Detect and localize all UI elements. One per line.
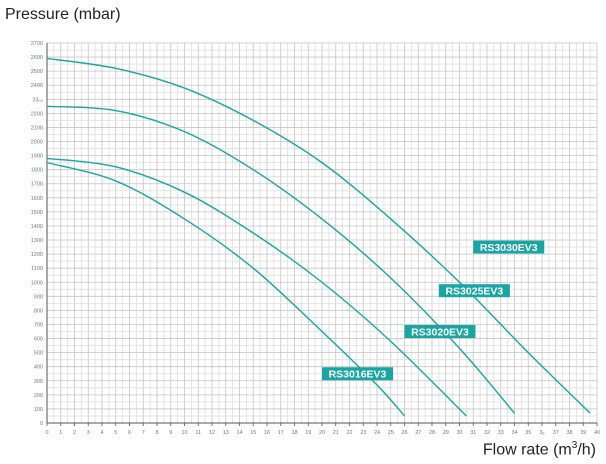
y-tick-label: 2700: [31, 41, 43, 47]
x-tick-label: 3: [87, 430, 90, 436]
x-tick-label: 2: [73, 430, 76, 436]
x-tick-label: 7: [142, 430, 145, 436]
y-tick-label: 2400: [31, 83, 43, 89]
y-tick-label: 1200: [31, 252, 43, 258]
x-tick-label: 10: [181, 430, 187, 436]
x-tick-label: 35: [525, 430, 531, 436]
x-tick-label: 8: [155, 430, 158, 436]
y-tick-label: 1100: [31, 266, 43, 272]
series-label-rs3025ev3: RS3025EV3: [445, 286, 503, 298]
x-tick-label: 9: [169, 430, 172, 436]
x-tick-label: 29: [443, 430, 449, 436]
x-tick-label: 14: [236, 430, 242, 436]
x-tick-label: 5: [114, 430, 117, 436]
x-tick-label: 40: [594, 430, 600, 436]
y-tick-label: 2000: [31, 140, 43, 146]
x-tick-label: 18: [291, 430, 297, 436]
y-tick-label: 1500: [31, 210, 43, 216]
x-tick-label: 0: [45, 430, 48, 436]
y-tick-label: 300: [34, 379, 43, 385]
y-tick-label: 2200: [31, 111, 43, 117]
x-tick-label: 34: [511, 430, 517, 436]
grid: [46, 42, 598, 424]
y-tick-label: 0: [40, 421, 43, 427]
x-tick-label: 16: [264, 430, 270, 436]
y-tick-label: 1700: [31, 182, 43, 188]
y-tick-label: 800: [34, 308, 43, 314]
x-tick-label: 33: [498, 430, 504, 436]
x-tick-label: 1: [59, 430, 62, 436]
x-tick-label: 12: [209, 430, 215, 436]
x-tick-label: 21: [333, 430, 339, 436]
y-axis-label: Pressure (mbar): [5, 6, 121, 23]
series-label-box-rs3020ev3: [404, 325, 476, 339]
x-axis-label-superscript: 3: [571, 440, 578, 451]
series-line-rs3020ev3: [46, 157, 467, 417]
series-label-box-rs3025ev3: [438, 284, 510, 298]
x-axis-label-prefix: Flow rate (m: [482, 441, 572, 459]
y-tick-label: 1000: [31, 280, 43, 286]
tick-labels: 0 1 2 3 4 5 6 7 8 9 10 11 12 13 14 15 16 17 18 19 20 21 22 23 24…: [31, 41, 600, 436]
y-tick-label: 100: [34, 407, 43, 413]
y-tick-label: 400: [34, 365, 43, 371]
y-tick-label: 1400: [31, 224, 43, 230]
series-label-box-rs3030ev3: [473, 240, 545, 254]
series-label-rs3030ev3: RS3030EV3: [480, 242, 538, 254]
series-label-rs3016ev3: RS3016EV3: [329, 369, 387, 381]
series-line-rs3030ev3: [46, 57, 591, 414]
x-tick-label: 22: [346, 430, 352, 436]
series-label-rs3020ev3: RS3020EV3: [411, 327, 469, 339]
x-tick-label: 28: [429, 430, 435, 436]
x-tick-label: 27: [415, 430, 421, 436]
x-tick-label: 11: [195, 430, 201, 436]
x-tick-label: 4: [100, 430, 103, 436]
y-tick-label: 200: [34, 393, 43, 399]
x-tick-label: 25: [388, 430, 394, 436]
x-tick-label: 26: [401, 430, 407, 436]
series-line-rs3016ev3: [46, 161, 406, 417]
x-tick-label: 37: [553, 430, 559, 436]
x-tick-label: 23: [360, 430, 366, 436]
series-lines: [46, 57, 591, 417]
x-tick-label: 3₆: [539, 430, 544, 436]
y-tick-label: 2600: [31, 55, 43, 61]
x-tick-label: 31: [470, 430, 476, 436]
x-tick-label: 38: [566, 430, 572, 436]
series-line-rs3025ev3: [46, 105, 516, 414]
y-tick-label: 1600: [31, 196, 43, 202]
x-tick-label: 13: [223, 430, 229, 436]
y-tick-label: 900: [34, 294, 43, 300]
x-tick-label: 15: [250, 430, 256, 436]
x-tick-label: 39: [580, 430, 586, 436]
y-tick-label: 2100: [31, 125, 43, 131]
y-tick-label: 23₀₀: [32, 97, 43, 103]
x-tick-label: 24: [374, 430, 380, 436]
x-tick-label: 30: [456, 430, 462, 436]
y-tick-label: 600: [34, 337, 43, 343]
x-tick-label: 17: [278, 430, 284, 436]
x-tick-label: 19: [305, 430, 311, 436]
x-axis-label-suffix: /h): [577, 441, 596, 459]
y-tick-label: 500: [34, 351, 43, 357]
series-labels: RS3016EV3 RS3020EV3 RS3025EV3 RS3030EV3: [322, 240, 545, 381]
y-tick-label: 1900: [31, 154, 43, 160]
y-tick-label: 1800: [31, 168, 43, 174]
x-tick-label: 32: [484, 430, 490, 436]
x-tick-label: 20: [319, 430, 325, 436]
y-tick-label: 1300: [31, 238, 43, 244]
x-axis-label: Flow rate (m3/h): [483, 440, 596, 459]
series-label-box-rs3016ev3: [322, 367, 393, 381]
y-tick-label: 2500: [31, 69, 43, 75]
x-tick-label: 6: [128, 430, 131, 436]
y-tick-label: 700: [34, 322, 43, 328]
